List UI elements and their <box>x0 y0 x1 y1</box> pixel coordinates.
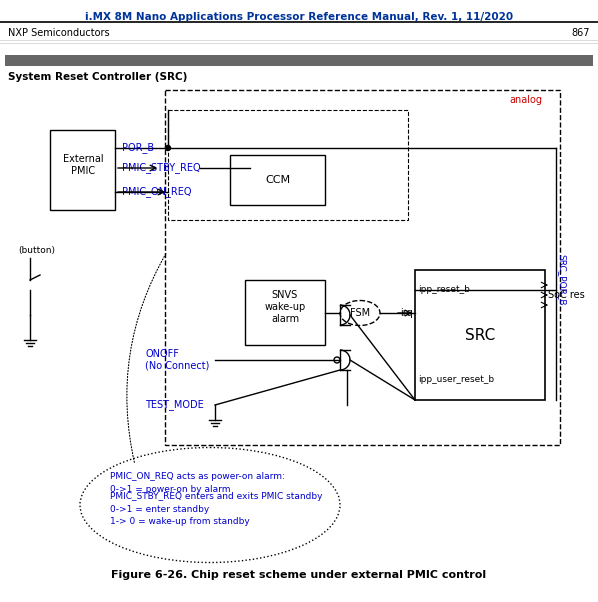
Text: System Reset Controller (SRC): System Reset Controller (SRC) <box>8 72 187 82</box>
Text: 867: 867 <box>572 28 590 38</box>
FancyBboxPatch shape <box>5 55 593 66</box>
Text: ipp_reset_b: ipp_reset_b <box>418 285 470 294</box>
Text: NXP Semiconductors: NXP Semiconductors <box>8 28 109 38</box>
Text: PMIC_ON_REQ: PMIC_ON_REQ <box>122 187 191 197</box>
Text: Figure 6-26. Chip reset scheme under external PMIC control: Figure 6-26. Chip reset scheme under ext… <box>111 570 487 580</box>
Text: ONOFF
(No Connect): ONOFF (No Connect) <box>145 349 209 371</box>
Text: analog: analog <box>509 95 542 105</box>
Text: POR_B: POR_B <box>122 143 154 154</box>
Text: SRC: SRC <box>465 327 495 343</box>
Text: SRC_POR_B: SRC_POR_B <box>557 254 566 306</box>
Text: SNVS: SNVS <box>272 290 298 300</box>
Text: PMIC_ON_REQ acts as power-on alarm:
0->1 = power-on by alarm: PMIC_ON_REQ acts as power-on alarm: 0->1… <box>110 472 285 494</box>
Circle shape <box>166 146 170 150</box>
Text: CCM: CCM <box>266 175 291 185</box>
Text: alarm: alarm <box>271 314 299 324</box>
Text: TEST_MODE: TEST_MODE <box>145 400 204 411</box>
Text: i.MX 8M Nano Applications Processor Reference Manual, Rev. 1, 11/2020: i.MX 8M Nano Applications Processor Refe… <box>85 12 513 22</box>
Text: PMIC_STBY_REQ: PMIC_STBY_REQ <box>122 163 200 173</box>
Text: irq: irq <box>400 308 413 318</box>
Text: FSM: FSM <box>350 308 370 318</box>
Text: ipp_user_reset_b: ipp_user_reset_b <box>418 375 494 384</box>
Text: PMIC_STBY_REQ enters and exits PMIC standby
0->1 = enter standby
1-> 0 = wake-up: PMIC_STBY_REQ enters and exits PMIC stan… <box>110 492 322 526</box>
Text: SoC res: SoC res <box>548 290 585 300</box>
Text: wake-up: wake-up <box>264 302 306 312</box>
Text: External
PMIC: External PMIC <box>63 154 103 176</box>
Text: (button): (button) <box>18 246 55 255</box>
